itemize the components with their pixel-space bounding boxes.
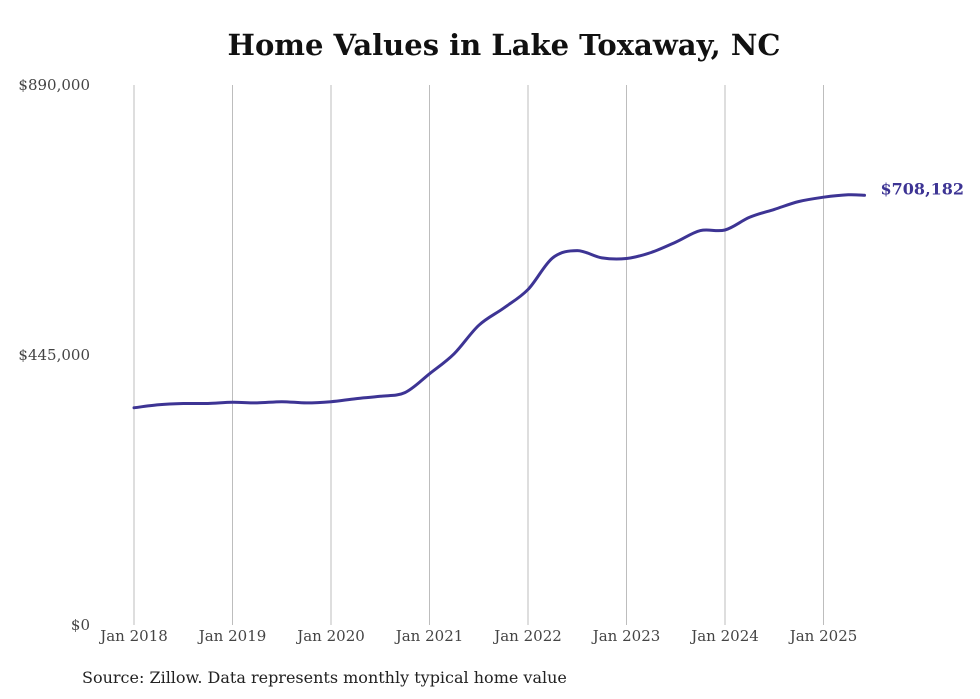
x-tick-label: Jan 2024 [689,627,759,645]
x-tick-label: Jan 2022 [492,627,562,645]
end-value-label: $708,182 [881,179,965,198]
y-tick-label: $890,000 [18,76,90,94]
x-tick-label: Jan 2019 [197,627,267,645]
grid-lines [133,85,824,625]
y-tick-label: $0 [71,616,90,634]
x-tick-label: Jan 2021 [394,627,464,645]
chart-title: Home Values in Lake Toxaway, NC [227,28,781,62]
series-line [132,193,866,410]
y-axis-ticks: $0 $445,000 $890,000 [18,76,90,634]
source-note: Source: Zillow. Data represents monthly … [82,668,567,687]
data-points [133,193,866,409]
x-tick-label: Jan 2023 [591,627,661,645]
x-tick-label: Jan 2020 [295,627,365,645]
x-axis-ticks: Jan 2018 Jan 2019 Jan 2020 Jan 2021 Jan 2022… [98,627,857,645]
y-tick-label: $445,000 [18,346,90,364]
x-tick-label: Jan 2025 [788,627,858,645]
x-tick-label: Jan 2018 [98,627,168,645]
